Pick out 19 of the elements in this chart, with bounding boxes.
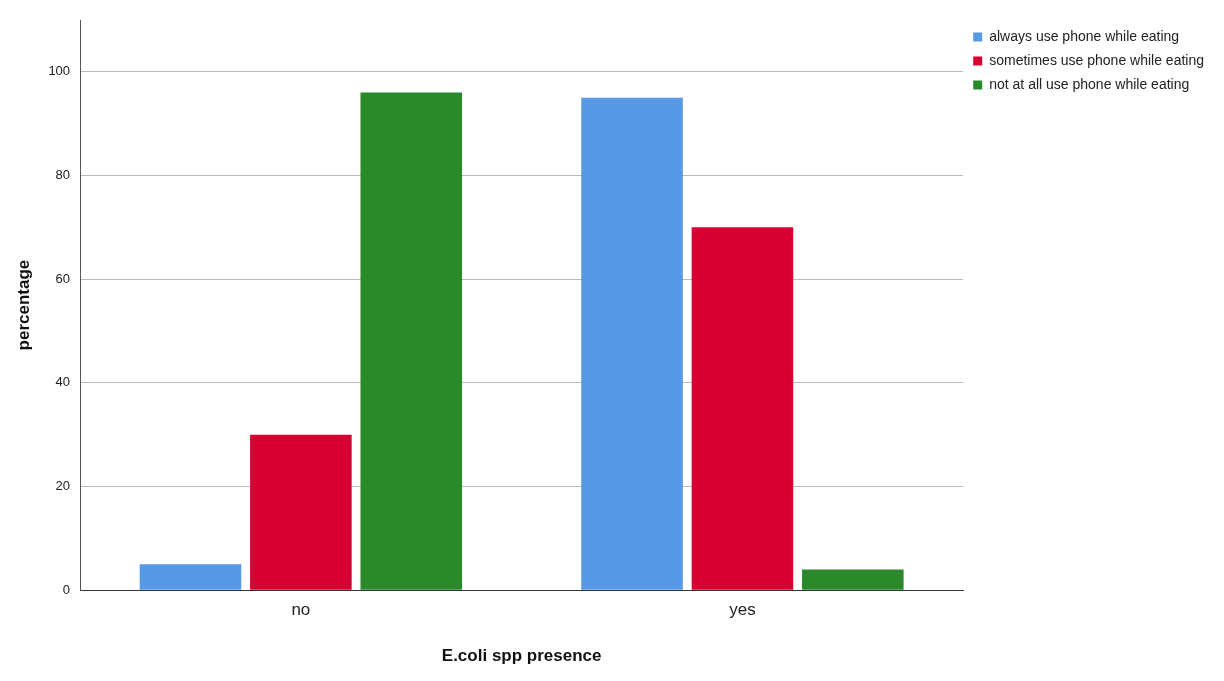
x-tick-label: no xyxy=(291,600,311,620)
bar xyxy=(360,92,463,590)
x-tick-label: yes xyxy=(729,600,756,620)
bar xyxy=(691,227,794,590)
y-tick-label: 0 xyxy=(62,581,71,597)
y-tick-label: 80 xyxy=(55,167,71,183)
y-tick-label: 100 xyxy=(48,63,71,79)
legend-label: always use phone while eating xyxy=(989,27,1180,44)
legend-label: not at all use phone while eating xyxy=(989,75,1190,92)
y-axis-title: percentage xyxy=(13,259,33,351)
bar xyxy=(250,434,352,590)
legend-label: sometimes use phone while eating xyxy=(989,51,1204,68)
y-tick-label: 60 xyxy=(55,270,71,286)
bar xyxy=(802,569,904,590)
y-tick-label: 40 xyxy=(55,374,71,390)
x-axis-title: E.coli spp presence xyxy=(441,646,602,666)
bar xyxy=(581,97,683,590)
y-tick-label: 20 xyxy=(55,478,71,494)
bar xyxy=(139,564,242,590)
